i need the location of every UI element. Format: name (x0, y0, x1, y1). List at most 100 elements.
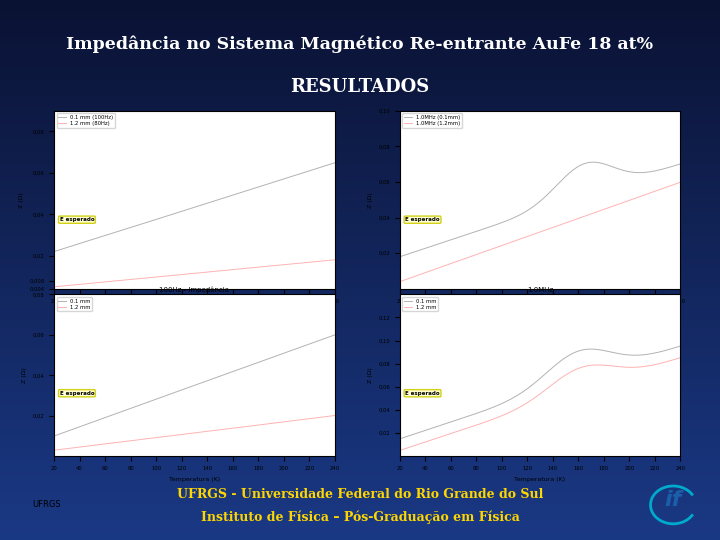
Bar (0, 281, 720, 284)
Bar (0, 481, 720, 483)
Bar (0, 205, 720, 208)
Bar (0, 486, 720, 489)
Bar (0, 491, 720, 494)
Bar (0, 351, 720, 354)
Bar (0, 289, 720, 292)
Bar (0, 251, 720, 254)
Bar (0, 294, 720, 297)
Bar (0, 70, 720, 73)
Bar (0, 494, 720, 497)
Bar (0, 49, 720, 51)
Bar (0, 97, 720, 100)
Bar (0, 475, 720, 478)
Bar (0, 470, 720, 472)
Bar (0, 105, 720, 108)
Bar (0, 464, 720, 467)
Bar (0, 497, 720, 500)
Bar (0, 416, 720, 418)
Bar (0, 472, 720, 475)
Bar (0, 329, 720, 332)
Bar (0, 386, 720, 389)
Bar (0, 5, 720, 8)
Bar (0, 140, 720, 143)
Bar (0, 184, 720, 186)
Bar (0, 59, 720, 62)
Bar (0, 529, 720, 532)
Bar (0, 113, 720, 116)
Bar (0, 354, 720, 356)
Bar (0, 343, 720, 346)
Text: Impedância no Sistema Magnético Re-entrante AuFe 18 at%: Impedância no Sistema Magnético Re-entra… (66, 35, 654, 52)
Bar (0, 176, 720, 178)
Bar (0, 526, 720, 529)
Bar (0, 535, 720, 537)
Legend: 0.1 mm, 1.2 mm: 0.1 mm, 1.2 mm (57, 297, 92, 311)
Bar (0, 297, 720, 300)
Bar (0, 537, 720, 540)
Text: E esperado: E esperado (405, 217, 440, 222)
Bar (0, 505, 720, 508)
Bar (0, 375, 720, 378)
Text: E esperado: E esperado (60, 217, 94, 222)
Bar (0, 32, 720, 35)
Bar (0, 400, 720, 402)
Bar (0, 397, 720, 400)
Bar (0, 489, 720, 491)
Bar (0, 122, 720, 124)
Bar (0, 332, 720, 335)
Bar (0, 427, 720, 429)
Bar (0, 521, 720, 524)
Bar (0, 310, 720, 313)
Bar (0, 478, 720, 481)
Bar (0, 170, 720, 173)
Bar (0, 194, 720, 197)
X-axis label: Temperatura (K): Temperatura (K) (514, 477, 566, 482)
Bar (0, 462, 720, 464)
Bar (0, 216, 720, 219)
Bar (0, 335, 720, 338)
Bar (0, 319, 720, 321)
Legend: 1.0MHz (0.1mm), 1.0MHz (1.2mm): 1.0MHz (0.1mm), 1.0MHz (1.2mm) (402, 113, 462, 127)
Legend: 0.1 mm, 1.2 mm: 0.1 mm, 1.2 mm (402, 297, 438, 311)
Bar (0, 162, 720, 165)
Bar (0, 143, 720, 146)
Bar (0, 40, 720, 43)
Bar (0, 27, 720, 30)
Bar (0, 151, 720, 154)
Text: E esperado: E esperado (60, 391, 94, 396)
Bar (0, 167, 720, 170)
Bar (0, 35, 720, 38)
Bar (0, 513, 720, 516)
Bar (0, 227, 720, 229)
Bar (0, 284, 720, 286)
Bar (0, 516, 720, 518)
Bar (0, 108, 720, 111)
Bar (0, 346, 720, 348)
Bar (0, 259, 720, 262)
Bar (0, 302, 720, 305)
Bar (0, 451, 720, 454)
Bar (0, 510, 720, 513)
Bar (0, 286, 720, 289)
Bar (0, 89, 720, 92)
Bar (0, 518, 720, 521)
Bar (0, 402, 720, 405)
Bar (0, 313, 720, 316)
Bar (0, 359, 720, 362)
Bar (0, 103, 720, 105)
Bar (0, 421, 720, 424)
Bar (0, 340, 720, 343)
Bar (0, 394, 720, 397)
Bar (0, 224, 720, 227)
Y-axis label: Z (Ω): Z (Ω) (22, 367, 27, 383)
Bar (0, 435, 720, 437)
Bar (0, 392, 720, 394)
Bar (0, 273, 720, 275)
Text: UFRGS - Universidade Federal do Rio Grande do Sul: UFRGS - Universidade Federal do Rio Gran… (177, 488, 543, 501)
Bar (0, 157, 720, 159)
Bar (0, 181, 720, 184)
Bar (0, 111, 720, 113)
Bar (0, 3, 720, 5)
Text: if: if (665, 489, 682, 510)
Bar (0, 356, 720, 359)
